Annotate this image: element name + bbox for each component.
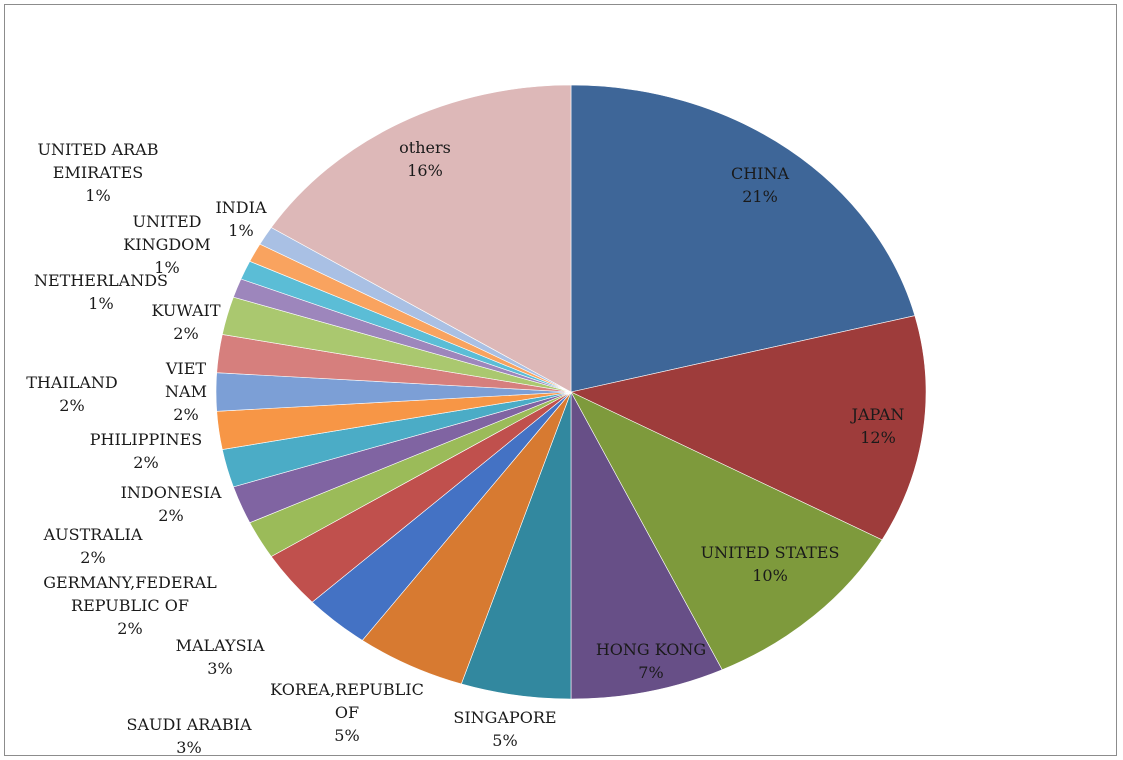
- slice-label-line: 5%: [492, 731, 517, 750]
- slice-label: KUWAIT 2%: [151, 301, 220, 343]
- slice-label: PHILIPPINES 2%: [90, 430, 202, 472]
- pie-slice: [270, 84, 572, 393]
- slice-label-line: OF: [335, 703, 359, 722]
- slice-label-line: CHINA: [731, 164, 790, 183]
- slice-label-line: 2%: [173, 324, 198, 343]
- slice-label: THAILAND 2%: [26, 373, 118, 415]
- slice-label-line: 16%: [407, 161, 443, 180]
- slice-label: GERMANY,FEDERAL REPUBLIC OF 2%: [43, 573, 217, 638]
- slice-label-line: 12%: [860, 428, 896, 447]
- pie-slice: [570, 315, 927, 541]
- slice-label-line: others: [399, 138, 451, 157]
- slice-label-line: REPUBLIC OF: [71, 596, 189, 615]
- slice-labels: CHINA 21% JAPAN 12% UNITED STATES 10% HONG KON…: [26, 138, 904, 757]
- slice-label-line: 3%: [207, 659, 232, 678]
- slice-label-line: 1%: [154, 258, 179, 277]
- pie-slice: [570, 391, 883, 671]
- slice-label-line: 1%: [88, 294, 113, 313]
- slice-label-line: 1%: [85, 186, 110, 205]
- slice-label-line: EMIRATES: [53, 163, 143, 182]
- slice-label-line: JAPAN: [850, 405, 905, 424]
- slice-label-line: KUWAIT: [151, 301, 220, 320]
- slice-label-line: 10%: [752, 566, 788, 585]
- slice-label: UNITED KINGDOM 1%: [123, 212, 210, 277]
- slice-label-line: 21%: [742, 187, 778, 206]
- slice-label-line: SAUDI ARABIA: [126, 715, 251, 734]
- slice-label-line: 3%: [176, 738, 201, 757]
- chart-area: CHINA 21% JAPAN 12% UNITED STATES 10% HONG KON…: [4, 4, 1117, 757]
- slice-label: NETHERLANDS 1%: [34, 271, 168, 313]
- slice-label: MALAYSIA 3%: [176, 636, 265, 678]
- slice-label: AUSTRALIA 2%: [43, 525, 143, 567]
- slice-label-line: AUSTRALIA: [43, 525, 143, 544]
- slice-label: UNITED STATES 10%: [701, 543, 840, 585]
- slice-label-line: 2%: [117, 619, 142, 638]
- slice-label-line: MALAYSIA: [176, 636, 265, 655]
- slice-label: KOREA,REPUBLIC OF 5%: [270, 680, 424, 745]
- slice-label: others 16%: [399, 138, 451, 180]
- slice-label-line: 2%: [158, 506, 183, 525]
- slice-label: INDONESIA 2%: [121, 483, 222, 525]
- slice-label: HONG KONG 7%: [596, 640, 706, 682]
- slice-label-line: VIET: [165, 359, 207, 378]
- slice-label-line: PHILIPPINES: [90, 430, 202, 449]
- pie-slices: [215, 84, 927, 700]
- slice-label-line: THAILAND: [26, 373, 118, 392]
- slice-label: CHINA 21%: [731, 164, 790, 206]
- slice-label-line: GERMANY,FEDERAL: [43, 573, 217, 592]
- slice-label-line: INDONESIA: [121, 483, 222, 502]
- slice-label: JAPAN 12%: [850, 405, 905, 447]
- slice-label-line: 1%: [228, 221, 253, 240]
- slice-label: UNITED ARAB EMIRATES 1%: [38, 140, 159, 205]
- slice-label-line: INDIA: [215, 198, 266, 217]
- slice-label-line: 7%: [638, 663, 663, 682]
- slice-label-line: NAM: [165, 382, 207, 401]
- slice-label-line: 2%: [133, 453, 158, 472]
- slice-label-line: UNITED ARAB: [38, 140, 159, 159]
- slice-label-line: 2%: [173, 405, 198, 424]
- slice-label: SINGAPORE 5%: [453, 708, 556, 750]
- slice-label: SAUDI ARABIA 3%: [126, 715, 251, 757]
- slice-label-line: UNITED: [133, 212, 202, 231]
- slice-label-line: NETHERLANDS: [34, 271, 168, 290]
- slice-label-line: 2%: [59, 396, 84, 415]
- slice-label: INDIA 1%: [215, 198, 266, 240]
- pie-slice: [570, 391, 723, 700]
- slice-label-line: KINGDOM: [123, 235, 210, 254]
- slice-label-line: 5%: [334, 726, 359, 745]
- slice-label-line: HONG KONG: [596, 640, 706, 659]
- slice-label-line: 2%: [80, 548, 105, 567]
- slice-label-line: SINGAPORE: [453, 708, 556, 727]
- pie-chart: CHINA 21% JAPAN 12% UNITED STATES 10% HONG KON…: [26, 84, 927, 757]
- slice-label: VIET NAM 2%: [165, 359, 207, 424]
- slice-label-line: UNITED STATES: [701, 543, 840, 562]
- slice-label-line: KOREA,REPUBLIC: [270, 680, 424, 699]
- pie-slice: [570, 84, 916, 393]
